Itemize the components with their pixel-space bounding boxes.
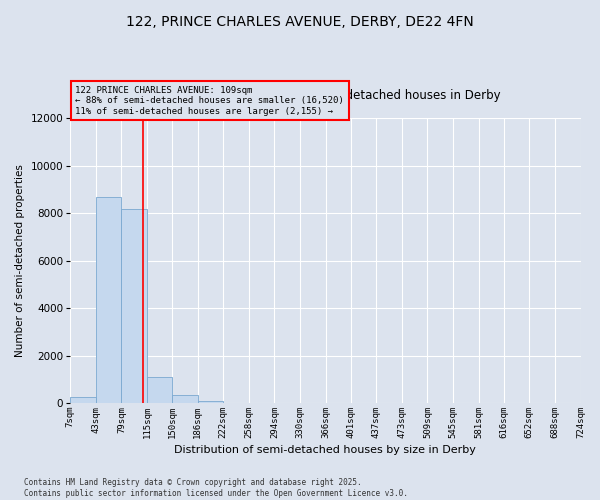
Text: 122 PRINCE CHARLES AVENUE: 109sqm
← 88% of semi-detached houses are smaller (16,: 122 PRINCE CHARLES AVENUE: 109sqm ← 88% … (76, 86, 344, 116)
Bar (96, 196, 121, 403)
Text: Contains HM Land Registry data © Crown copyright and database right 2025.
Contai: Contains HM Land Registry data © Crown c… (24, 478, 408, 498)
Bar (121, 208, 147, 403)
Y-axis label: Number of semi-detached properties: Number of semi-detached properties (15, 164, 25, 357)
Bar (197, 400, 223, 403)
Bar (147, 377, 172, 403)
Bar (70, 398, 96, 403)
Title: Size of property relative to semi-detached houses in Derby: Size of property relative to semi-detach… (151, 89, 500, 102)
Text: 122, PRINCE CHARLES AVENUE, DERBY, DE22 4FN: 122, PRINCE CHARLES AVENUE, DERBY, DE22 … (126, 15, 474, 29)
X-axis label: Distribution of semi-detached houses by size in Derby: Distribution of semi-detached houses by … (175, 445, 476, 455)
Bar (172, 395, 197, 403)
